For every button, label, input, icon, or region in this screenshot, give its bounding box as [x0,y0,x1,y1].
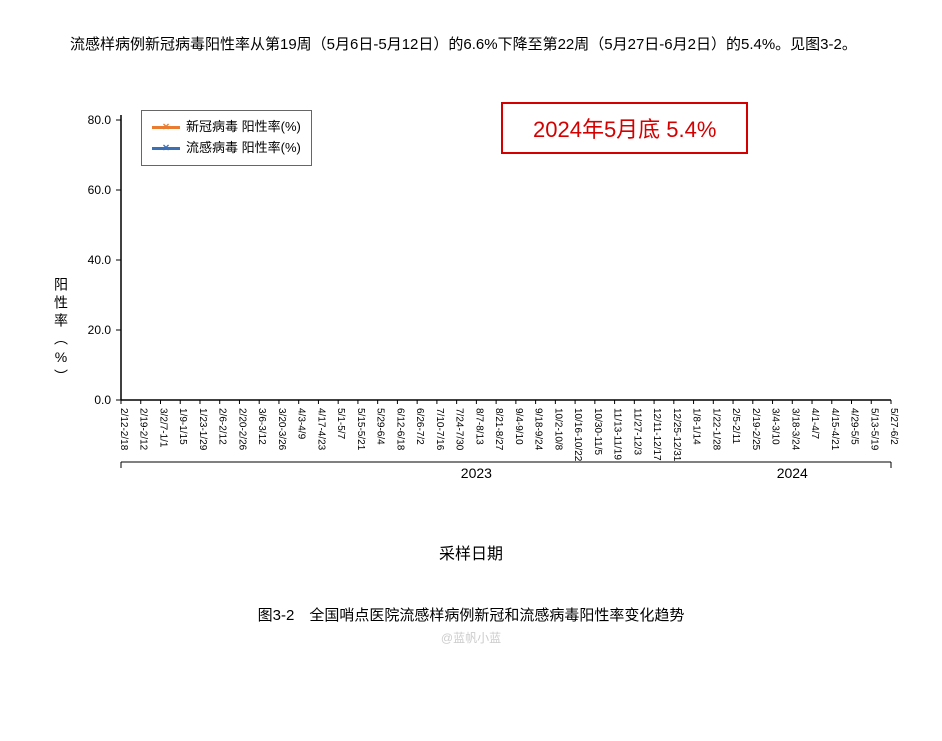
svg-text:1/22-1/28: 1/22-1/28 [710,408,721,451]
svg-text:2024: 2024 [777,465,808,481]
svg-text:1/9-1/15: 1/9-1/15 [177,408,188,445]
svg-text:4/29-5/5: 4/29-5/5 [849,408,860,445]
svg-text:2/12-2/18: 2/12-2/18 [118,408,129,451]
svg-text:4/3-4/9: 4/3-4/9 [296,408,307,440]
svg-text:2/20-2/26: 2/20-2/26 [236,408,247,451]
svg-text:9/4-9/10: 9/4-9/10 [513,408,524,445]
chart-container: 新冠病毒 阳性率(%) 流感病毒 阳性率(%) 2024年5月底 5.4% 阳性… [41,100,901,564]
svg-text:2/6-2/12: 2/6-2/12 [217,408,228,445]
svg-text:6/26-7/2: 6/26-7/2 [414,408,425,445]
svg-text:2/19-2/12: 2/19-2/12 [138,408,149,451]
x-axis-label: 采样日期 [41,540,901,564]
svg-text:3/4-3/10: 3/4-3/10 [770,408,781,445]
svg-text:10/16-10/22: 10/16-10/22 [572,408,583,462]
svg-text:80.0: 80.0 [88,113,112,127]
svg-text:5/27-6/2: 5/27-6/2 [888,408,899,445]
legend-swatch-covid [152,126,180,129]
svg-text:2023: 2023 [461,465,492,481]
legend-label-flu: 流感病毒 阳性率(%) [186,138,301,159]
svg-text:4/15-4/21: 4/15-4/21 [829,408,840,451]
svg-text:9/18-9/24: 9/18-9/24 [533,408,544,451]
svg-text:3/6-3/12: 3/6-3/12 [256,408,267,445]
y-axis-label: 阳性率（%） [51,277,71,387]
svg-text:3/20-3/26: 3/20-3/26 [276,408,287,451]
svg-text:60.0: 60.0 [88,183,112,197]
svg-text:0.0: 0.0 [94,393,111,407]
svg-text:1/23-1/29: 1/23-1/29 [197,408,208,451]
legend-label-covid: 新冠病毒 阳性率(%) [186,117,301,138]
svg-text:7/24-7/30: 7/24-7/30 [454,408,465,451]
svg-text:12/25-12/31: 12/25-12/31 [671,408,682,462]
svg-text:12/11-12/17: 12/11-12/17 [651,408,662,461]
svg-text:4/17-4/23: 4/17-4/23 [315,408,326,451]
svg-text:11/13-11/19: 11/13-11/19 [612,408,623,460]
svg-text:2/19-2/25: 2/19-2/25 [750,408,761,451]
svg-text:3/2/7-1/1: 3/2/7-1/1 [157,408,168,448]
svg-text:11/27-12/3: 11/27-12/3 [631,408,642,456]
svg-text:8/21-8/27: 8/21-8/27 [493,408,504,451]
intro-paragraph: 流感样病例新冠病毒阳性率从第19周（5月6日-5月12日）的6.6%下降至第22… [40,30,902,60]
svg-text:20.0: 20.0 [88,323,112,337]
legend: 新冠病毒 阳性率(%) 流感病毒 阳性率(%) [141,110,312,166]
svg-text:7/10-7/16: 7/10-7/16 [434,408,445,451]
svg-text:40.0: 40.0 [88,253,112,267]
svg-text:5/1-5/7: 5/1-5/7 [335,408,346,440]
svg-text:8/7-8/13: 8/7-8/13 [473,408,484,445]
svg-text:2/5-2/11: 2/5-2/11 [730,408,741,444]
legend-swatch-flu [152,147,180,150]
svg-text:5/13-5/19: 5/13-5/19 [868,408,879,451]
annotation-text: 2024年5月底 5.4% [533,117,716,142]
watermark: @蓝帆小蓝 [40,629,902,646]
svg-text:3/18-3/24: 3/18-3/24 [789,408,800,451]
svg-text:10/30-11/5: 10/30-11/5 [592,408,603,456]
svg-text:5/15-5/21: 5/15-5/21 [355,408,366,451]
figure-caption: 图3-2 全国哨点医院流感样病例新冠和流感病毒阳性率变化趋势 [40,604,902,625]
svg-text:1/8-1/14: 1/8-1/14 [691,408,702,445]
annotation-callout: 2024年5月底 5.4% [501,102,748,154]
svg-text:4/1-4/7: 4/1-4/7 [809,408,820,440]
legend-item-covid: 新冠病毒 阳性率(%) [152,117,301,138]
svg-text:10/2-10/8: 10/2-10/8 [552,408,563,451]
legend-item-flu: 流感病毒 阳性率(%) [152,138,301,159]
svg-text:6/12-6/18: 6/12-6/18 [394,408,405,451]
svg-text:5/29-6/4: 5/29-6/4 [375,408,386,445]
